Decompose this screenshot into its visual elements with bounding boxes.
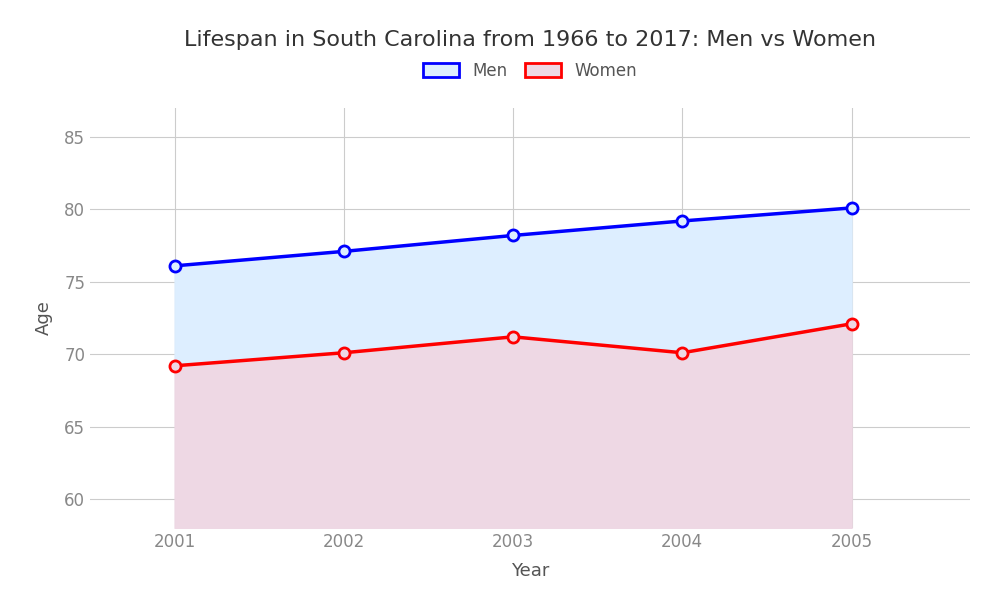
Y-axis label: Age: Age: [35, 301, 53, 335]
Title: Lifespan in South Carolina from 1966 to 2017: Men vs Women: Lifespan in South Carolina from 1966 to …: [184, 29, 876, 49]
X-axis label: Year: Year: [511, 562, 549, 580]
Legend: Men, Women: Men, Women: [423, 62, 637, 80]
